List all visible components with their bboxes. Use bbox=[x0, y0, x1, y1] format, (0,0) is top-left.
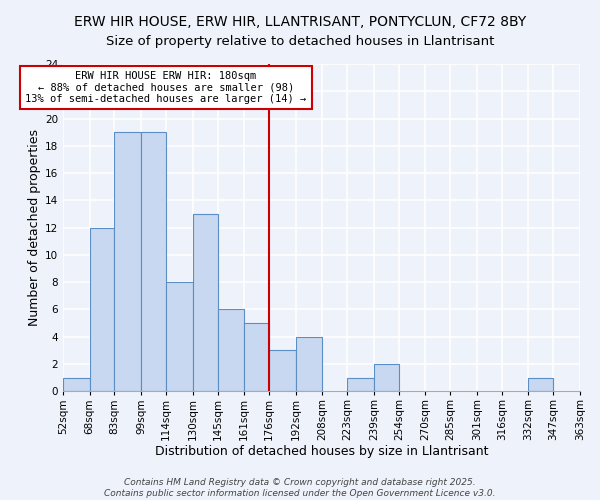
Bar bbox=[374, 364, 399, 392]
Bar bbox=[141, 132, 166, 392]
Bar bbox=[347, 378, 374, 392]
Bar bbox=[89, 228, 115, 392]
Text: ERW HIR HOUSE, ERW HIR, LLANTRISANT, PONTYCLUN, CF72 8BY: ERW HIR HOUSE, ERW HIR, LLANTRISANT, PON… bbox=[74, 15, 526, 29]
Bar bbox=[166, 282, 193, 392]
Bar bbox=[115, 132, 141, 392]
Text: Size of property relative to detached houses in Llantrisant: Size of property relative to detached ho… bbox=[106, 35, 494, 48]
Bar bbox=[269, 350, 296, 392]
Bar bbox=[218, 310, 244, 392]
Bar bbox=[193, 214, 218, 392]
X-axis label: Distribution of detached houses by size in Llantrisant: Distribution of detached houses by size … bbox=[155, 444, 488, 458]
Bar bbox=[244, 323, 269, 392]
Bar bbox=[63, 378, 89, 392]
Text: ERW HIR HOUSE ERW HIR: 180sqm
← 88% of detached houses are smaller (98)
13% of s: ERW HIR HOUSE ERW HIR: 180sqm ← 88% of d… bbox=[25, 71, 307, 104]
Text: Contains HM Land Registry data © Crown copyright and database right 2025.
Contai: Contains HM Land Registry data © Crown c… bbox=[104, 478, 496, 498]
Y-axis label: Number of detached properties: Number of detached properties bbox=[28, 129, 41, 326]
Bar bbox=[296, 336, 322, 392]
Bar bbox=[529, 378, 553, 392]
